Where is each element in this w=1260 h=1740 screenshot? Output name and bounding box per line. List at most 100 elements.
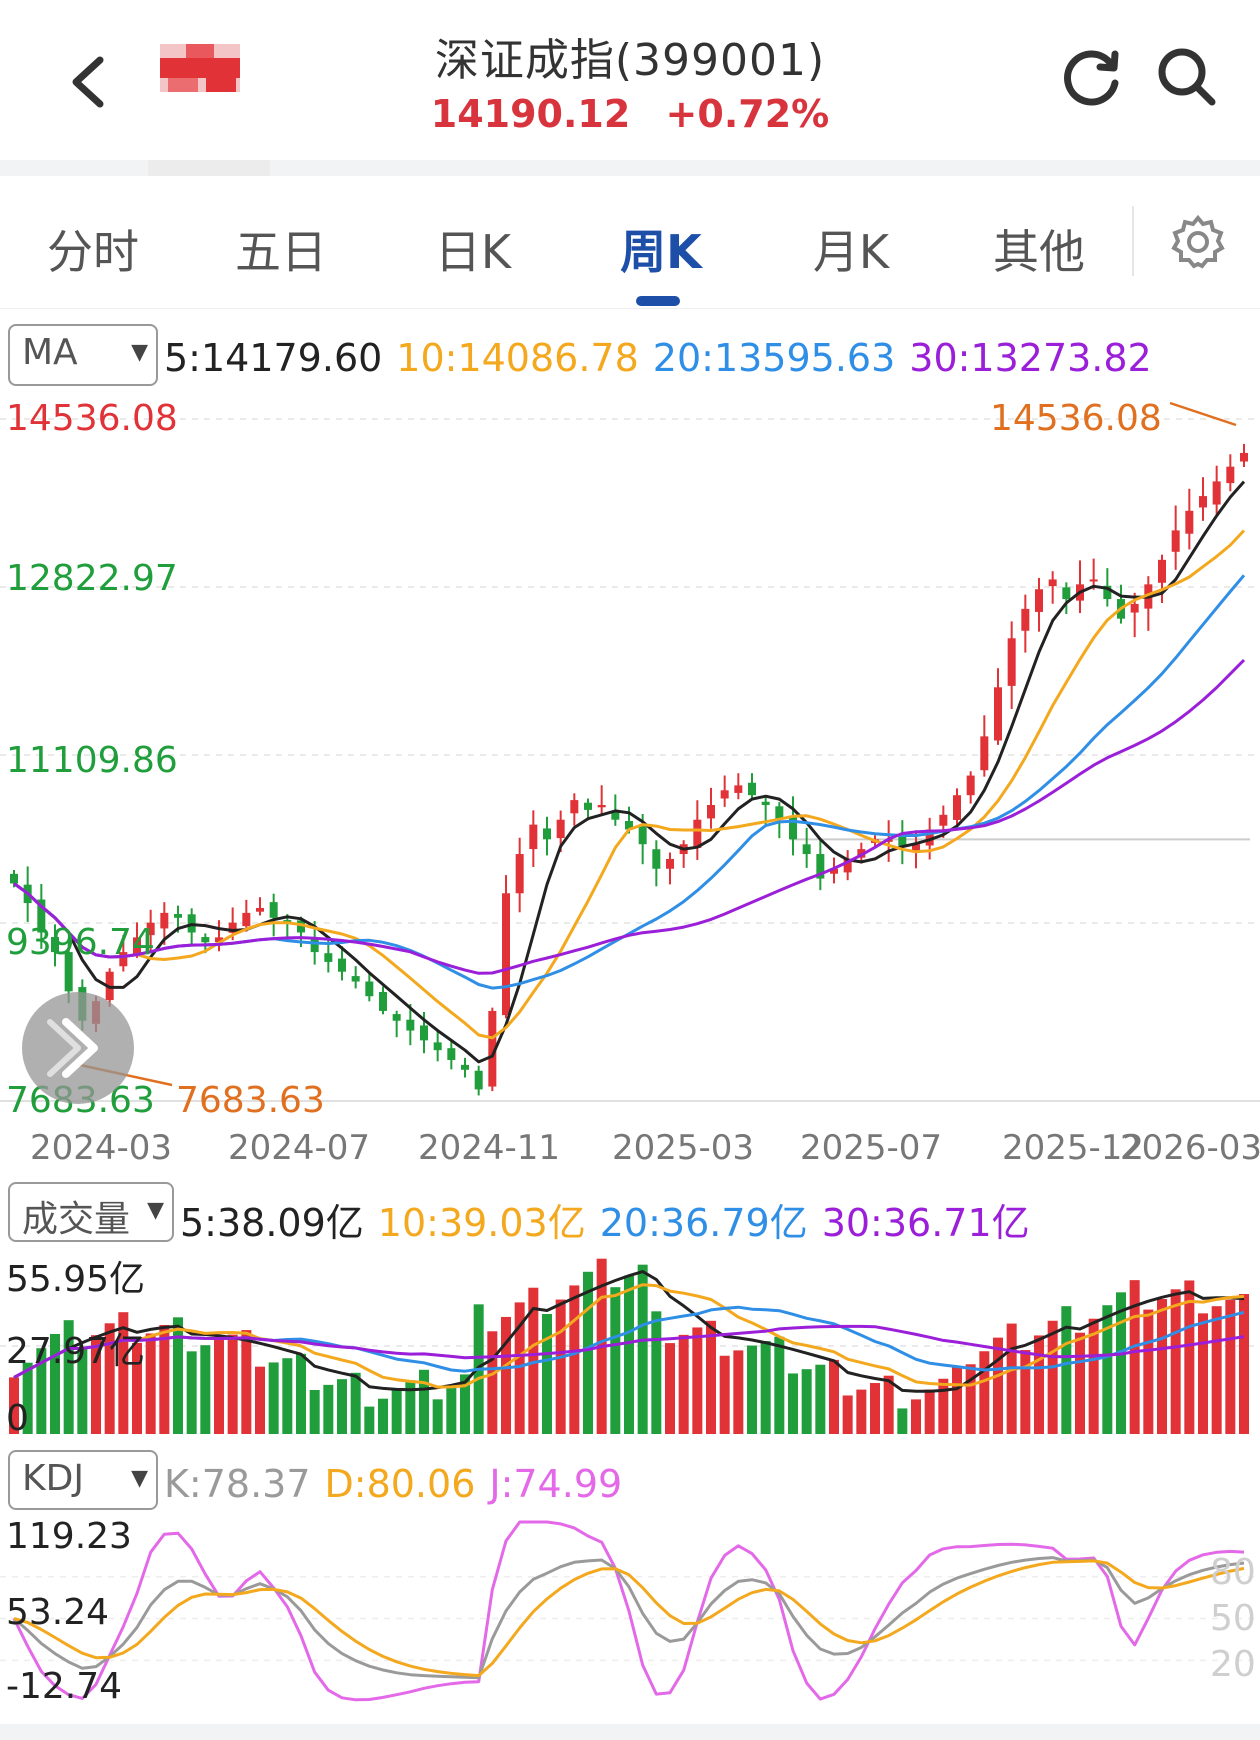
candle-body [119,952,128,967]
volume-bar [870,1383,880,1434]
volume-bar [77,1347,88,1434]
tab-weekly-k[interactable]: 周K [620,225,702,279]
candle-body [693,819,702,848]
ma-select-label: MA [22,332,78,373]
candle-body [228,922,237,933]
search-icon[interactable] [1156,46,1218,108]
bottom-strip [0,1724,1260,1740]
volume-bar [214,1339,224,1434]
candle-body [474,1070,483,1090]
volume-bar [747,1345,757,1434]
vol-ma5-value: 5:38.09亿 [180,1201,364,1245]
candle-body [488,1010,497,1087]
indicator-select-volume[interactable]: 成交量 ▼ [8,1182,174,1242]
candle-body [980,736,989,771]
ma30-line [13,658,1246,975]
candle-body [912,844,920,853]
volume-bar [1034,1335,1044,1434]
volume-bar [979,1351,990,1434]
candle-body [816,854,825,879]
candlestick-chart[interactable] [0,395,1260,1125]
candle-body [652,849,661,869]
volume-bar [9,1377,19,1434]
tab-monthly-k[interactable]: 月K [812,225,890,279]
price-axis-lower: 9396.74 [6,922,155,963]
active-tab-indicator [636,296,680,306]
candle-body [1171,530,1180,552]
ma30-value: 30:13273.82 [909,336,1152,380]
volume-bar [1143,1309,1154,1434]
indicator-select-ma[interactable]: MA ▼ [8,324,158,386]
volume-bar [227,1334,238,1434]
volume-bar [1006,1323,1017,1434]
candle-body [174,914,182,918]
volume-bar [378,1398,388,1434]
volume-bar [1211,1306,1222,1434]
volume-bar [911,1399,921,1434]
page-title: 深证成指(399001) [434,35,826,86]
candle-body [1158,559,1166,583]
volume-bar [842,1395,853,1434]
volume-axis-bottom: 0 [6,1398,29,1439]
volume-bar [938,1378,949,1434]
volume-bar [391,1389,402,1434]
chevron-down-icon: ▼ [147,1198,164,1223]
volume-bar [501,1316,511,1434]
tab-daily-k[interactable]: 日K [434,225,512,279]
candle-body [324,953,333,962]
vol-ma10-value: 10:39.03亿 [377,1201,586,1245]
candle-body [1048,579,1057,587]
indicator-select-kdj[interactable]: KDJ ▼ [8,1450,158,1510]
candle-body [215,937,223,943]
volume-bar [569,1285,580,1434]
volume-bar [282,1358,293,1434]
vol-ma30-line [13,1324,1245,1379]
candle-body [802,844,811,855]
volume-bar [186,1351,197,1434]
tab-other[interactable]: 其他 [993,225,1085,279]
volume-bar [774,1336,785,1434]
candle-body [64,952,73,992]
kdj-axis-top: 119.23 [6,1516,132,1557]
back-icon[interactable] [60,40,120,120]
candle-body [611,811,620,820]
volume-bar [1075,1332,1085,1434]
candle-body [1021,608,1030,631]
volume-bar [1020,1350,1031,1434]
candle-body [625,820,633,830]
kdj-j-value: J:74.99 [489,1462,623,1506]
kdj-chart[interactable] [0,1512,1260,1712]
kdj-legend: K:78.37 D:80.06 J:74.99 [164,1462,636,1506]
candle-body [1240,452,1248,462]
candle-body [1226,466,1235,484]
kdj-d-line [13,1559,1245,1678]
volume-bar [1170,1289,1181,1434]
volume-bar [883,1375,894,1434]
candle-body [406,1019,415,1031]
candle-body [556,819,565,839]
volume-bar [1225,1299,1236,1434]
volume-bar [419,1369,429,1434]
volume-axis-mid: 27.97亿 [6,1331,146,1372]
ma10-line [13,529,1246,1040]
gear-icon[interactable] [1170,214,1226,270]
volume-bar [528,1287,539,1434]
candle-body [256,907,264,912]
candle-body [338,958,346,972]
tab-five-day[interactable]: 五日 [235,225,327,279]
volume-bar [815,1364,826,1434]
volume-bar [309,1390,320,1434]
vol-ma10-line [13,1283,1245,1389]
candle-body [638,825,647,845]
refresh-icon[interactable] [1062,46,1124,108]
expand-chevron-button[interactable] [22,992,134,1104]
volume-bar [50,1333,60,1434]
volume-bar [856,1389,867,1434]
price-change: +0.72% [665,92,830,136]
chevron-down-icon: ▼ [131,340,148,365]
volume-chart[interactable] [0,1244,1260,1438]
tab-minute[interactable]: 分时 [47,225,139,279]
volume-bar [583,1271,593,1434]
candle-body [1212,481,1221,505]
volume-bar [200,1345,211,1434]
